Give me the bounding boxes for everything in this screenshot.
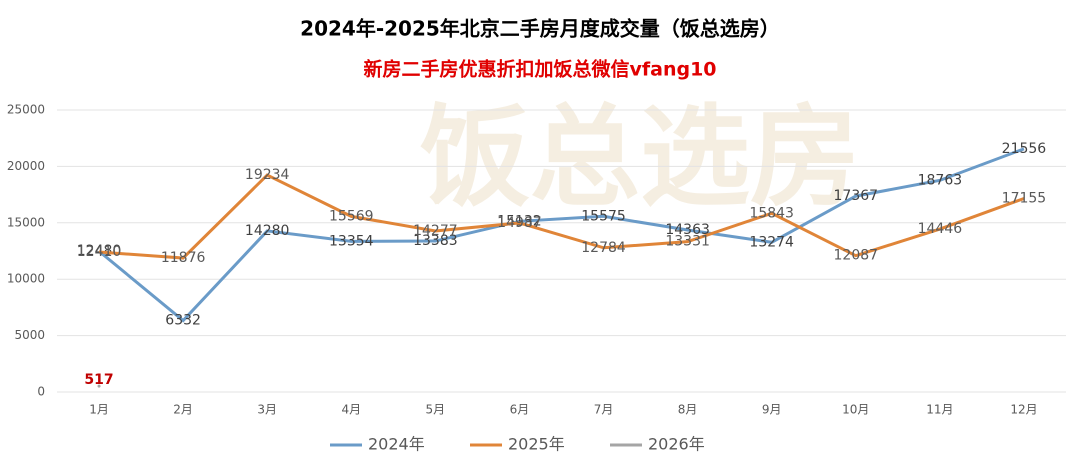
chart-title: 2024年-2025年北京二手房月度成交量（饭总选房） <box>300 17 780 41</box>
data-label: 13354 <box>329 233 374 249</box>
x-tick-label: 1月 <box>89 403 109 417</box>
x-tick-label: 4月 <box>341 403 361 417</box>
series-line <box>98 173 1025 260</box>
data-label: 13274 <box>749 234 794 250</box>
data-label: 21556 <box>1002 141 1047 157</box>
data-label: 517 <box>84 372 113 388</box>
data-label: 17367 <box>834 188 879 204</box>
y-tick-label: 10000 <box>7 272 45 286</box>
data-label: 14987 <box>497 215 542 231</box>
data-label: 17155 <box>1002 190 1047 206</box>
legend-label: 2025年 <box>508 435 565 454</box>
data-point <box>97 384 101 388</box>
x-tick-label: 10月 <box>842 403 869 417</box>
data-label: 12410 <box>77 244 122 260</box>
x-tick-label: 5月 <box>426 403 446 417</box>
data-label: 14277 <box>413 223 458 239</box>
data-label: 13383 <box>413 233 458 249</box>
data-label: 12784 <box>581 240 626 256</box>
y-tick-label: 20000 <box>7 159 45 173</box>
x-tick-label: 3月 <box>257 403 277 417</box>
data-label: 18763 <box>918 172 963 188</box>
x-tick-label: 6月 <box>510 403 530 417</box>
data-label: 14446 <box>918 221 963 237</box>
x-tick-label: 12月 <box>1010 403 1037 417</box>
chart-subtitle: 新房二手房优惠折扣加饭总微信vfang10 <box>363 58 716 81</box>
x-tick-label: 9月 <box>762 403 782 417</box>
x-tick-label: 11月 <box>926 403 953 417</box>
legend-label: 2026年 <box>648 435 705 454</box>
data-label: 12480 <box>77 243 122 259</box>
x-tick-label: 8月 <box>678 403 698 417</box>
data-label: 14363 <box>665 222 710 238</box>
data-label: 11876 <box>161 250 206 266</box>
series-line <box>98 147 1025 323</box>
y-tick-label: 5000 <box>14 328 45 342</box>
y-tick-label: 25000 <box>7 103 45 117</box>
legend-label: 2024年 <box>368 435 425 454</box>
data-label: 15843 <box>749 205 794 221</box>
data-label: 19234 <box>245 167 290 183</box>
y-tick-label: 0 <box>37 385 45 399</box>
data-label: 15569 <box>329 208 374 224</box>
x-tick-label: 2月 <box>173 403 193 417</box>
data-label: 6332 <box>165 313 201 329</box>
data-label: 15575 <box>581 208 626 224</box>
data-label: 14280 <box>245 223 290 239</box>
data-label: 12087 <box>834 248 879 264</box>
x-tick-label: 7月 <box>594 403 614 417</box>
data-label: 13331 <box>665 234 710 250</box>
watermark: 饭总选房 <box>420 93 860 221</box>
y-tick-label: 15000 <box>7 215 45 229</box>
